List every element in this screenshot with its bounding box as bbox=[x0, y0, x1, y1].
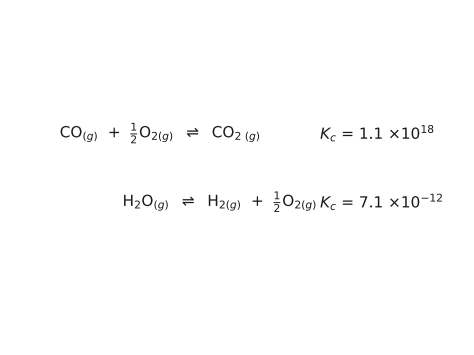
Text: $K_c$ = 1.1 $\times$10$^{18}$: $K_c$ = 1.1 $\times$10$^{18}$ bbox=[320, 122, 435, 143]
Text: $K_c$ = 7.1 $\times$10$^{-12}$: $K_c$ = 7.1 $\times$10$^{-12}$ bbox=[320, 191, 444, 212]
Text: H$_2$O$_{(g)}$  $\rightleftharpoons$  H$_{2(g)}$  +  $\frac{1}{2}$O$_{2(g)}$: H$_2$O$_{(g)}$ $\rightleftharpoons$ H$_{… bbox=[123, 189, 317, 214]
Text: CO$_{(g)}$  +  $\frac{1}{2}$O$_{2(g)}$  $\rightleftharpoons$  CO$_{2\ (g)}$: CO$_{(g)}$ + $\frac{1}{2}$O$_{2(g)}$ $\r… bbox=[60, 120, 261, 146]
